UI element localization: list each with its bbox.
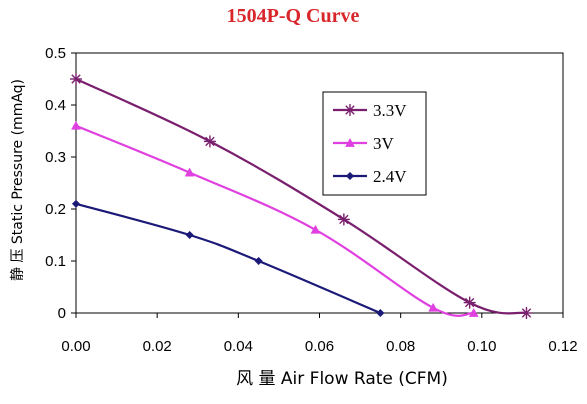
series-line-2.4V bbox=[75, 202, 381, 315]
marker-star-3.3V-0 bbox=[70, 73, 82, 85]
marker-triangle-3V-3 bbox=[428, 302, 439, 312]
x-tick-label: 0.08 bbox=[386, 338, 415, 355]
marker-triangle-3V-1 bbox=[184, 167, 195, 177]
y-tick-label: 0.2 bbox=[45, 201, 66, 218]
x-tick-label: 0.06 bbox=[305, 338, 334, 355]
x-axis-ticks: 0.00 0.02 0.04 0.06 0.08 0.10 0.12 bbox=[61, 313, 578, 355]
marker-diamond-2.4V-0 bbox=[71, 199, 81, 208]
legend-entry-2.4V: 2.4V bbox=[333, 167, 407, 186]
marker-triangle-3V-4 bbox=[468, 307, 479, 317]
plot-area bbox=[75, 52, 564, 314]
chart-title: 1504P-Q Curve bbox=[227, 5, 360, 27]
x-tick-label: 0.10 bbox=[467, 338, 496, 355]
y-tick-label: 0.3 bbox=[45, 149, 66, 166]
marker-diamond-2.4V-1 bbox=[185, 230, 194, 240]
series-2.4V bbox=[71, 199, 385, 318]
legend-label: 3V bbox=[373, 134, 395, 153]
y-tick-label: 0 bbox=[58, 305, 66, 322]
marker-star-3.3V-3 bbox=[463, 296, 476, 309]
legend-entry-3.3V: 3.3V bbox=[333, 101, 407, 120]
x-tick-label: 0.00 bbox=[61, 338, 90, 355]
marker-diamond-2.4V-3 bbox=[376, 308, 385, 318]
y-tick-label: 0.5 bbox=[45, 45, 66, 62]
plot-frame bbox=[75, 52, 564, 314]
marker-triangle-3V-0 bbox=[71, 120, 81, 130]
marker-diamond-2.4V-2 bbox=[254, 256, 263, 266]
legend: 3.3V 3V 2.4V bbox=[322, 91, 427, 196]
y-tick-label: 0.4 bbox=[45, 97, 66, 114]
legend-label: 3.3V bbox=[373, 101, 407, 120]
series-layer bbox=[70, 73, 533, 319]
x-axis-label: 风 量 Air Flow Rate (CFM) bbox=[236, 369, 448, 389]
marker-star-legend-3.3V bbox=[344, 104, 356, 116]
series-3V bbox=[71, 120, 479, 317]
marker-star-3.3V-4 bbox=[520, 307, 533, 319]
x-tick-label: 0.04 bbox=[224, 338, 253, 355]
marker-star-3.3V-1 bbox=[203, 135, 216, 148]
y-axis-ticks: 0 0.1 0.2 0.3 0.4 0.5 bbox=[45, 45, 76, 322]
y-tick-label: 0.1 bbox=[45, 253, 66, 270]
legend-entry-3V: 3V bbox=[333, 134, 395, 153]
x-tick-label: 0.02 bbox=[143, 338, 172, 355]
marker-triangle-3V-2 bbox=[310, 224, 321, 234]
x-tick-label: 0.12 bbox=[548, 338, 577, 355]
legend-label: 2.4V bbox=[373, 167, 407, 186]
marker-triangle-legend-3V bbox=[345, 137, 355, 147]
series-3.3V bbox=[70, 73, 533, 319]
y-axis-label: 静 压 Static Pressure (mmAq) bbox=[10, 79, 26, 281]
marker-star-3.3V-2 bbox=[337, 213, 350, 226]
marker-diamond-legend-2.4V bbox=[345, 171, 355, 181]
